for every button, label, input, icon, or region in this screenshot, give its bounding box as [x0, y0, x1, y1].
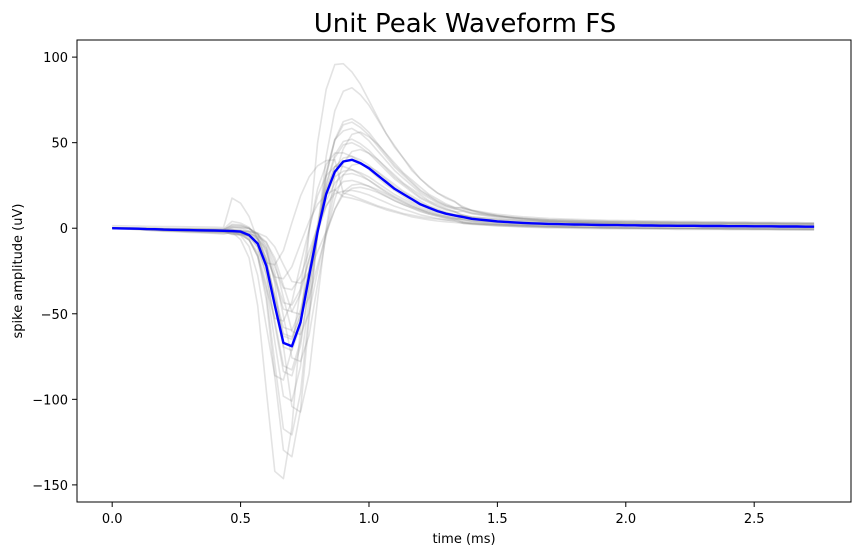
unit-waveform: [112, 169, 815, 338]
y-tick-label: −100: [32, 393, 68, 408]
mean-waveform: [112, 158, 815, 348]
unit-waveform: [112, 165, 815, 322]
y-tick-label: 0: [60, 222, 68, 237]
plot-frame: [76, 39, 852, 503]
unit-waveform: [112, 152, 815, 381]
y-tick-label: 50: [51, 137, 68, 152]
unit-waveform: [112, 183, 815, 316]
unit-waveform: [112, 179, 815, 332]
unit-waveform: [112, 186, 815, 284]
y-tick-label: −50: [41, 308, 68, 323]
unit-waveform: [112, 159, 815, 266]
unit-waveform: [112, 121, 815, 436]
unit-waveform: [112, 172, 815, 306]
x-tick-label: 1.0: [359, 512, 380, 527]
y-axis-ticks: −150 −100 −50 0 50 100: [32, 51, 77, 494]
unit-waveform: [112, 118, 815, 402]
unit-waveform: [112, 148, 815, 336]
unit-waveform-lines: [112, 62, 815, 480]
x-tick-label: 0.0: [102, 512, 123, 527]
y-axis-label: spike amplitude (uV): [11, 204, 26, 339]
unit-waveform: [112, 189, 815, 291]
unit-waveform: [112, 162, 815, 363]
x-axis-label: time (ms): [432, 532, 495, 547]
x-tick-label: 0.5: [230, 512, 251, 527]
unit-waveform: [112, 62, 815, 480]
unit-waveform: [112, 138, 815, 371]
x-tick-label: 1.5: [487, 512, 508, 527]
unit-waveform: [112, 87, 815, 458]
chart-title: Unit Peak Waveform FS: [314, 9, 616, 39]
y-tick-label: −150: [32, 479, 68, 494]
x-axis-ticks: 0.0 0.5 1.0 1.5 2.0 2.5: [102, 502, 765, 527]
unit-waveform: [112, 127, 815, 341]
unit-waveform: [112, 158, 815, 313]
unit-waveform: [112, 131, 815, 413]
unit-waveform: [112, 141, 815, 377]
unit-waveform: [112, 155, 815, 352]
mean-waveform-line: [112, 158, 815, 348]
x-tick-label: 2.5: [744, 512, 765, 527]
y-tick-label: 100: [43, 51, 68, 66]
x-tick-label: 2.0: [615, 512, 636, 527]
